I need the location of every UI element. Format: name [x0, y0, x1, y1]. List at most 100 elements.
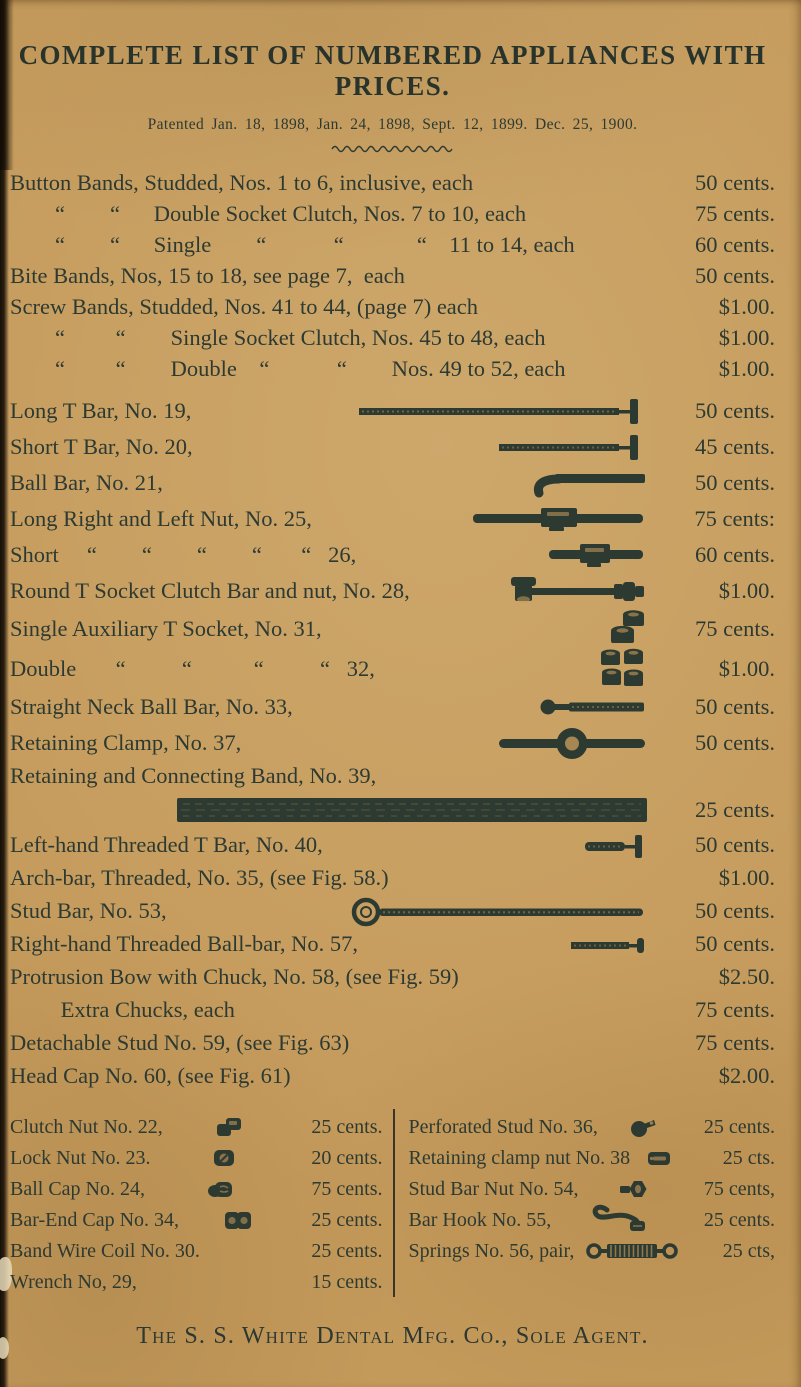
item-price: 60 cents. — [695, 232, 775, 258]
item-label: Stud Bar, No. 53, — [10, 898, 167, 924]
item-price: 25 cents. — [311, 1239, 383, 1262]
item-price: 60 cents. — [695, 541, 775, 567]
item-label: Protrusion Bow with Chuck, No. 58, (see … — [10, 964, 459, 990]
price-row: Wrench No, 29, 15 cents. — [10, 1266, 383, 1297]
single-auxiliary-t-socket-illustration — [322, 609, 657, 649]
item-label: Springs No. 56, pair, — [408, 1239, 575, 1262]
item-price: 25 cents. — [311, 1208, 383, 1231]
item-price: $1.00. — [718, 655, 775, 681]
price-row: Extra Chucks, each 75 cents. — [10, 994, 775, 1027]
item-price: 75 cents. — [695, 1030, 775, 1056]
item-price: 75 cents, — [703, 1177, 775, 1200]
item-price: 50 cents. — [695, 469, 775, 495]
clutch-nut-icon — [163, 1116, 297, 1138]
price-row: Retaining Clamp, No. 37, 50 cents. — [10, 725, 775, 761]
item-label: Round T Socket Clutch Bar and nut, No. 2… — [10, 577, 410, 603]
item-label: “ “ Single “ “ “ 11 to 14, each — [10, 232, 575, 258]
price-row: “ “ Single “ “ “ 11 to 14, each 60 cents… — [10, 230, 775, 261]
price-row: Band Wire Coil No. 30. 25 cents. — [10, 1235, 383, 1266]
item-label: Straight Neck Ball Bar, No. 33, — [10, 693, 293, 719]
item-label: Single Auxiliary T Socket, No. 31, — [10, 615, 322, 641]
small-parts-left-column: Clutch Nut No. 22, 25 cents. Lock Nut No… — [10, 1109, 393, 1297]
page-title: COMPLETE LIST OF NUMBERED APPLIANCES WIT… — [18, 40, 767, 101]
item-label: Double “ “ “ “ 32, — [10, 655, 375, 681]
price-row: Detachable Stud No. 59, (see Fig. 63) 75… — [10, 1027, 775, 1060]
item-label: “ “ Double Socket Clutch, Nos. 7 to 10, … — [10, 201, 527, 227]
paper-chip — [0, 1257, 12, 1291]
ball-bar-illustration — [163, 466, 657, 500]
item-price: 20 cents. — [311, 1146, 383, 1169]
price-row: Bite Bands, Nos, 15 to 18, see page 7, e… — [10, 261, 775, 292]
price-row: Retaining and Connecting Band, No. 39, — [10, 761, 775, 791]
price-row: Stud Bar Nut No. 54, 75 cents, — [409, 1173, 776, 1204]
price-row: Ball Bar, No. 21, 50 cents. — [10, 465, 775, 501]
item-label: Retaining clamp nut No. 38 — [408, 1146, 631, 1169]
page-left-edge-shadow — [0, 0, 14, 170]
item-label: Button Bands, Studded, Nos. 1 to 6, incl… — [10, 170, 474, 196]
item-price: 25 cts. — [722, 1146, 775, 1169]
item-price: 50 cents. — [695, 729, 775, 755]
perforated-stud-icon — [598, 1116, 689, 1138]
price-row: Bar Hook No. 55, 25 cents. — [408, 1204, 775, 1235]
item-price: $1.00. — [718, 577, 775, 603]
price-row: Single Auxiliary T Socket, No. 31, 75 ce… — [10, 609, 775, 649]
price-row: Protrusion Bow with Chuck, No. 58, (see … — [10, 961, 775, 994]
item-label: Retaining and Connecting Band, No. 39, — [10, 762, 377, 788]
item-price: $2.50. — [718, 964, 775, 990]
item-price: 75 cents. — [695, 615, 775, 641]
item-price: 25 cents. — [703, 1115, 775, 1138]
stud-bar-illustration — [167, 896, 657, 928]
price-row: Double “ “ “ “ 32, — [10, 648, 775, 690]
item-price: 75 cents. — [311, 1177, 383, 1200]
price-row: Button Bands, Studded, Nos. 1 to 6, incl… — [10, 168, 775, 199]
t-socket-clutch-bar-illustration — [410, 573, 657, 609]
price-row: Ball Cap No. 24, 75 cents. — [10, 1173, 383, 1204]
item-label: Ball Cap No. 24, — [10, 1177, 145, 1200]
page-content: COMPLETE LIST OF NUMBERED APPLIANCES WIT… — [10, 40, 775, 1349]
left-threaded-t-bar-illustration — [323, 831, 657, 861]
price-row: Perforated Stud No. 36, 25 cents. — [409, 1111, 775, 1142]
price-row: Long T Bar, No. 19, 50 cents. — [10, 393, 775, 429]
price-row: Right-hand Threaded Ball-bar, No. 57, 50… — [10, 928, 775, 961]
price-row: Springs No. 56, pair, — [409, 1235, 776, 1266]
price-row: Bar-End Cap No. 34, 25 cents. — [10, 1204, 383, 1235]
item-label: Lock Nut No. 23. — [10, 1146, 151, 1169]
double-auxiliary-t-socket-illustration — [375, 648, 657, 690]
item-label: Bar Hook No. 55, — [408, 1208, 552, 1231]
price-row: Straight Neck Ball Bar, No. 33, 50 cents… — [10, 689, 775, 725]
price-row: Round T Socket Clutch Bar and nut, No. 2… — [10, 573, 775, 609]
price-row: “ “ Double Socket Clutch, Nos. 7 to 10, … — [10, 199, 775, 230]
item-price: 50 cents. — [695, 397, 775, 423]
price-row: “ “ Double “ “ Nos. 49 to 52, each $1.00… — [10, 354, 775, 385]
retaining-clamp-illustration — [241, 725, 657, 762]
price-row-band: 25 cents. — [10, 791, 775, 829]
item-label: Short “ “ “ “ “ 26, — [10, 541, 357, 567]
item-price: 45 cents. — [695, 433, 775, 459]
bar-end-cap-icon — [179, 1209, 296, 1231]
price-row: Stud Bar, No. 53, 50 cents. — [10, 895, 775, 928]
springs-icon — [574, 1241, 689, 1261]
long-right-left-nut-illustration — [312, 505, 657, 533]
price-row: Arch-bar, Threaded, No. 35, (see Fig. 58… — [10, 862, 775, 895]
short-t-bar-illustration — [193, 432, 657, 462]
price-row: Left-hand Threaded T Bar, No. 40, 50 cen… — [10, 829, 775, 862]
right-threaded-ball-bar-illustration — [358, 934, 657, 956]
item-price: $1.00. — [718, 865, 775, 891]
item-price: 75 cents. — [695, 997, 775, 1023]
item-label: Band Wire Coil No. 30. — [10, 1239, 200, 1262]
item-label: Long T Bar, No. 19, — [10, 397, 192, 423]
item-price: $1.00. — [718, 356, 775, 382]
lock-nut-icon — [151, 1147, 297, 1168]
long-t-bar-illustration — [191, 396, 657, 426]
price-row: Clutch Nut No. 22, 25 cents. — [10, 1111, 383, 1142]
stud-bar-nut-icon — [579, 1178, 690, 1200]
price-row: Head Cap No. 60, (see Fig. 61) $2.00. — [10, 1060, 775, 1093]
retaining-connecting-band-illustration — [10, 798, 657, 822]
small-parts-right-column: Perforated Stud No. 36, 25 cents. Retain… — [392, 1109, 776, 1297]
short-right-left-nut-illustration — [356, 541, 657, 569]
small-parts-section: Clutch Nut No. 22, 25 cents. Lock Nut No… — [10, 1109, 775, 1297]
item-label: Arch-bar, Threaded, No. 35, (see Fig. 58… — [10, 865, 389, 891]
item-price: 50 cents. — [695, 263, 775, 289]
item-price: $2.00. — [718, 1063, 775, 1089]
